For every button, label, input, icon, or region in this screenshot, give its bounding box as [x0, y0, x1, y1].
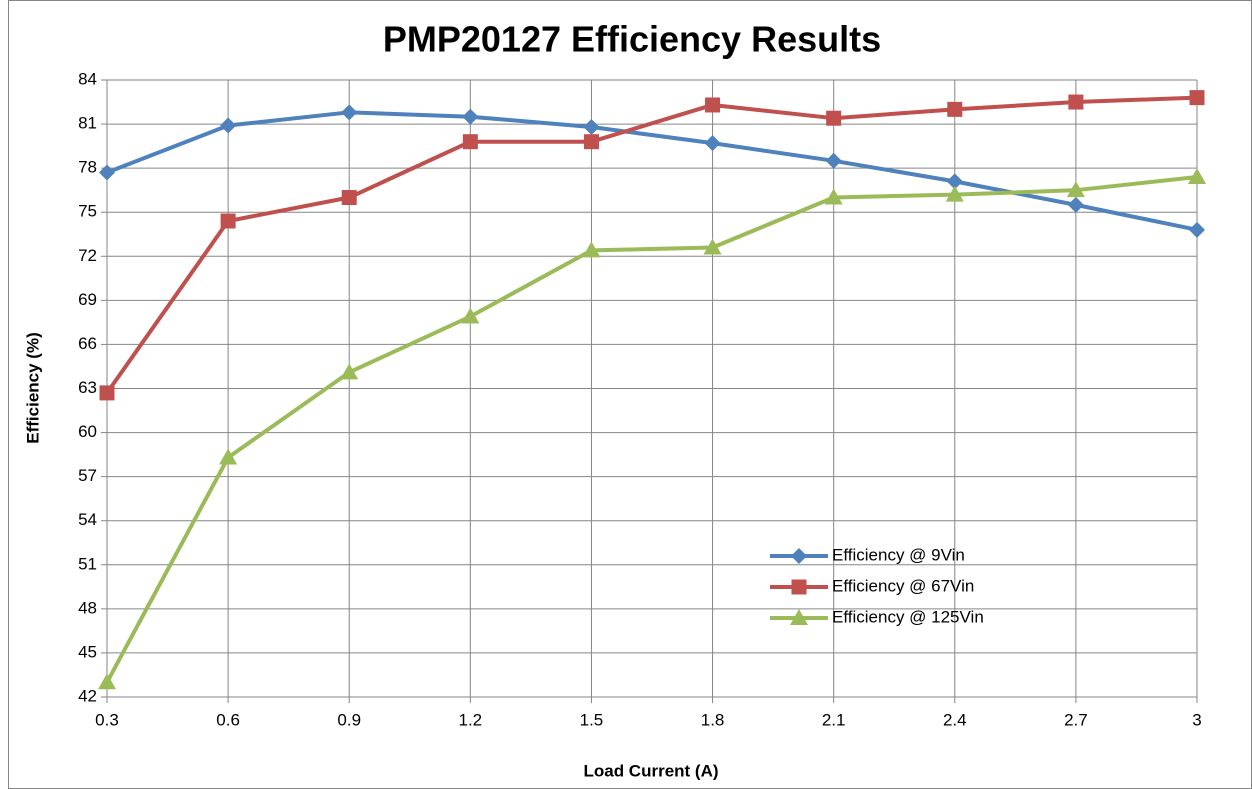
x-tick-label: 1.8	[701, 710, 725, 729]
marker	[947, 101, 963, 117]
legend-label: Efficiency @ 9Vin	[832, 545, 965, 564]
marker	[1068, 94, 1084, 110]
marker	[705, 97, 721, 113]
y-tick-label: 72	[78, 246, 97, 265]
legend-marker	[791, 579, 807, 595]
marker	[582, 241, 601, 258]
y-tick-label: 48	[78, 598, 97, 617]
x-tick-label: 2.4	[943, 710, 967, 729]
x-tick-label: 3	[1192, 710, 1201, 729]
y-tick-label: 57	[78, 466, 97, 485]
marker	[825, 152, 842, 169]
y-tick-label: 45	[78, 642, 97, 661]
marker	[220, 213, 236, 229]
y-tick-label: 78	[78, 158, 97, 177]
marker	[461, 307, 480, 324]
legend-marker	[790, 609, 808, 625]
marker	[1189, 90, 1205, 106]
marker	[99, 385, 115, 401]
x-tick-label: 1.2	[459, 710, 483, 729]
marker	[462, 134, 478, 150]
y-tick-label: 69	[78, 290, 97, 309]
x-tick-label: 0.3	[95, 710, 119, 729]
marker	[340, 363, 359, 380]
marker	[704, 135, 721, 152]
chart-frame	[8, 0, 1252, 789]
x-axis-title: Load Current (A)	[583, 761, 718, 780]
marker	[824, 188, 843, 205]
legend-label: Efficiency @ 67Vin	[832, 576, 974, 595]
marker	[1066, 181, 1085, 198]
marker	[99, 164, 115, 181]
marker	[945, 185, 964, 202]
y-tick-label: 63	[78, 378, 97, 397]
marker	[98, 673, 116, 690]
y-tick-label: 84	[78, 69, 97, 88]
y-tick-label: 51	[78, 554, 97, 573]
x-tick-label: 1.5	[580, 710, 604, 729]
marker	[219, 448, 238, 465]
y-axis-title: Efficiency (%)	[23, 332, 42, 443]
x-tick-label: 0.9	[337, 710, 361, 729]
marker	[583, 134, 599, 150]
marker	[220, 117, 237, 134]
marker	[1188, 167, 1206, 184]
y-tick-label: 81	[78, 114, 97, 133]
x-tick-label: 2.1	[822, 710, 846, 729]
marker	[1189, 221, 1205, 238]
legend-marker	[791, 548, 807, 564]
y-tick-label: 54	[78, 510, 97, 529]
legend-label: Efficiency @ 125Vin	[832, 607, 984, 626]
x-tick-label: 2.7	[1064, 710, 1088, 729]
chart-title: PMP20127 Efficiency Results	[383, 19, 881, 60]
marker	[462, 108, 479, 125]
series-line	[105, 95, 1198, 395]
marker	[341, 104, 358, 121]
x-tick-label: 0.6	[216, 710, 240, 729]
y-tick-label: 60	[78, 422, 97, 441]
marker	[341, 190, 357, 206]
y-tick-label: 75	[78, 202, 97, 221]
series-line	[105, 174, 1198, 684]
marker	[703, 238, 722, 255]
marker	[946, 173, 963, 190]
marker	[583, 119, 600, 136]
y-tick-label: 42	[78, 686, 97, 705]
y-tick-label: 66	[78, 334, 97, 353]
marker	[826, 110, 842, 126]
marker	[1067, 196, 1084, 213]
